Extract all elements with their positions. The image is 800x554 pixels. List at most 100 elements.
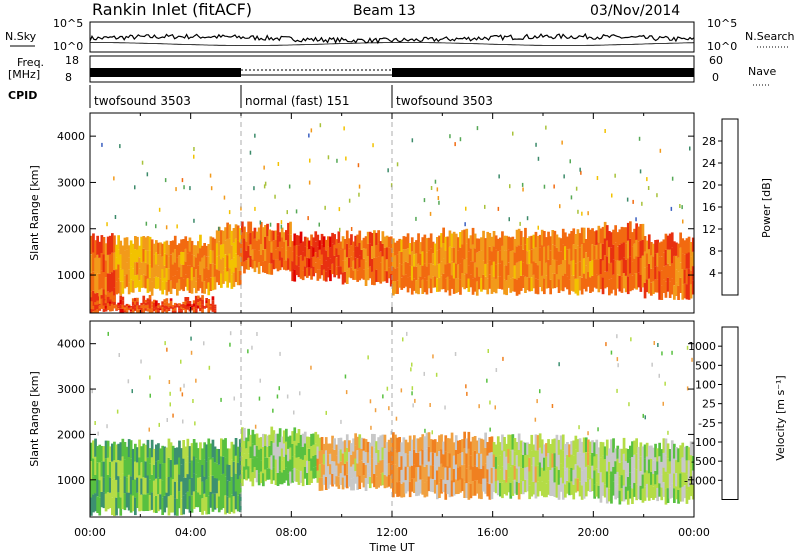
heatmap-cell (220, 244, 223, 260)
echo-point (679, 204, 681, 208)
heatmap-cell (429, 278, 433, 294)
heatmap-cell (687, 236, 691, 253)
heatmap-cell (247, 245, 250, 258)
heatmap-cell (192, 277, 196, 288)
heatmap-cell (677, 271, 680, 286)
heatmap-cell (226, 448, 229, 465)
heatmap-cell (211, 308, 215, 312)
heatmap-cell (551, 244, 555, 260)
heatmap-cell (578, 467, 582, 482)
heatmap-cell (197, 266, 200, 279)
heatmap-cell (603, 446, 607, 460)
heatmap-cell (345, 257, 349, 271)
heatmap-cell (608, 247, 611, 264)
heatmap-cell (461, 465, 464, 479)
heatmap-cell (285, 441, 288, 455)
heatmap-cell (425, 252, 429, 267)
echo-point (434, 179, 437, 184)
heatmap-cell (438, 435, 441, 451)
heatmap-cell (92, 252, 95, 272)
heatmap-cell (431, 241, 435, 254)
heatmap-cell (167, 438, 171, 458)
heatmap-cell (631, 488, 634, 504)
echo-point (114, 215, 117, 219)
heatmap-cell (264, 434, 267, 446)
heatmap-cell (677, 476, 680, 490)
echo-point (286, 394, 289, 399)
heatmap-cell (98, 309, 102, 311)
heatmap-cell (247, 233, 250, 246)
echo-point (256, 332, 258, 336)
heatmap-cell (467, 431, 471, 449)
heatmap-cell (614, 260, 617, 278)
heatmap-cell (616, 445, 620, 459)
heatmap-cell (182, 304, 185, 306)
time-axis: 00:00 04:00 08:00 12:00 16:00 20:00 00:00 (74, 526, 710, 539)
heatmap-cell (593, 442, 596, 457)
heatmap-cell (612, 229, 615, 245)
heatmap-cell (113, 460, 116, 479)
heatmap-cell (224, 240, 227, 255)
heatmap-cell (444, 451, 448, 468)
echo-point (657, 343, 659, 347)
echo-point (647, 186, 650, 190)
heatmap-cell (96, 300, 99, 305)
heatmap-cell (457, 453, 460, 468)
heatmap-cell (549, 483, 552, 496)
heatmap-cell (538, 234, 542, 248)
heatmap-cell (171, 309, 175, 311)
echo-point (192, 399, 194, 403)
echo-point (436, 187, 439, 192)
heatmap-cell (314, 466, 318, 479)
echo-point (145, 221, 148, 226)
heatmap-cell (459, 263, 462, 280)
heatmap-cell (371, 471, 374, 484)
heatmap-cell (276, 472, 280, 486)
heatmap-cell (668, 449, 672, 462)
heatmap-cell (184, 305, 188, 309)
heatmap-cell (650, 445, 653, 459)
heatmap-cell (92, 233, 95, 253)
heatmap-cell (387, 257, 391, 268)
heatmap-cell (532, 482, 536, 495)
heatmap-cell (289, 459, 292, 472)
heatmap-cell (272, 467, 276, 481)
heatmap-cell (413, 278, 416, 291)
heatmap-cell (622, 453, 626, 470)
heatmap-cell (102, 477, 106, 493)
heatmap-cell (429, 478, 433, 492)
heatmap-cell (152, 308, 156, 312)
heatmap-cell (213, 493, 217, 510)
heatmap-cell (247, 221, 250, 234)
heatmap-cell (589, 229, 592, 246)
heatmap-cell (289, 435, 292, 448)
heatmap-cell (163, 463, 167, 480)
heatmap-cell (540, 439, 544, 454)
heatmap-cell (100, 235, 104, 253)
heatmap-cell (249, 469, 253, 482)
heatmap-cell (217, 480, 221, 497)
heatmap-cell (276, 433, 280, 447)
heatmap-cell (664, 455, 668, 472)
echo-point (626, 197, 629, 202)
heatmap-cell (157, 265, 160, 278)
echo-point (327, 155, 330, 160)
echo-point (644, 415, 646, 420)
heatmap-cell (209, 303, 213, 306)
heatmap-cell (519, 453, 523, 468)
heatmap-cell (530, 235, 534, 250)
heatmap-cell (673, 241, 676, 256)
heatmap-cell (167, 477, 171, 497)
heatmap-cell (230, 441, 234, 460)
heatmap-cell (197, 448, 200, 463)
heatmap-cell (362, 258, 366, 270)
heatmap-cell (574, 234, 578, 249)
heatmap-cell (668, 486, 672, 499)
heatmap-cell (608, 461, 611, 475)
heatmap-cell (446, 438, 450, 453)
heatmap-cell (664, 249, 668, 266)
heatmap-cell (243, 226, 246, 239)
heatmap-cell (392, 252, 395, 267)
heatmap-cell (641, 474, 645, 489)
heatmap-cell (392, 266, 395, 282)
